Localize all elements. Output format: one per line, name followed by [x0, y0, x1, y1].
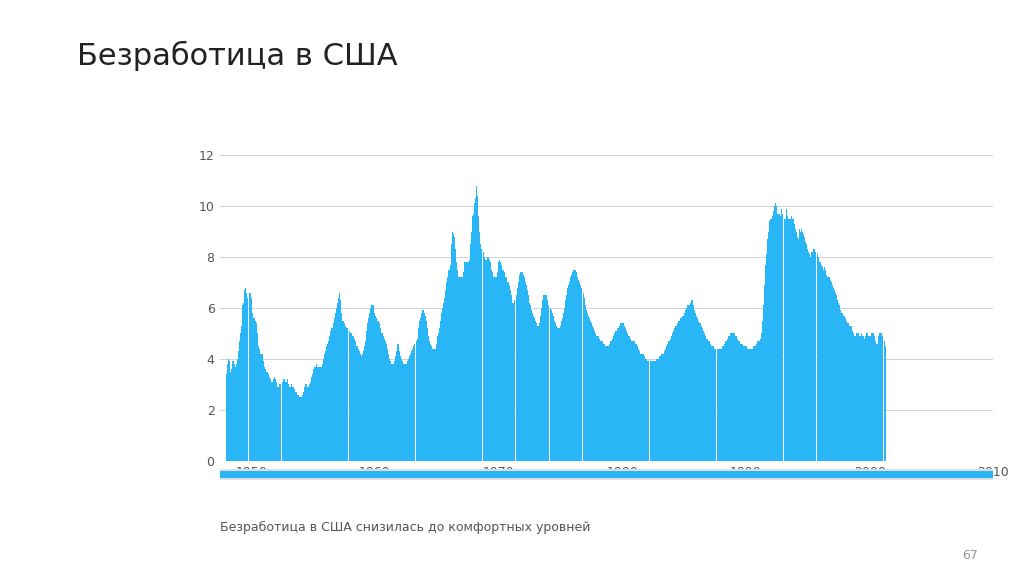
Bar: [220, 471, 993, 478]
Text: Безработица в США: Безработица в США: [77, 40, 397, 71]
Text: Безработица в США снизилась до комфортных уровней: Безработица в США снизилась до комфортны…: [220, 521, 591, 535]
Text: 67: 67: [962, 548, 978, 562]
